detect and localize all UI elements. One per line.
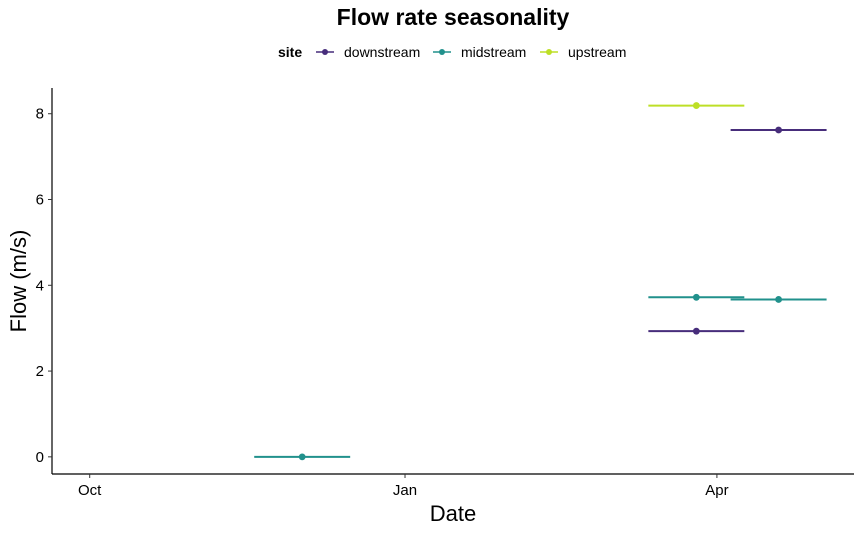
midstream-point xyxy=(775,296,782,303)
y-tick-label: 8 xyxy=(36,106,44,123)
legend-key-point xyxy=(546,49,552,55)
y-tick-label: 4 xyxy=(36,277,44,294)
y-tick-label: 2 xyxy=(36,363,44,380)
y-ticks: 0 2 4 6 8 xyxy=(36,106,52,466)
downstream-point xyxy=(692,327,700,335)
x-tick-label: Apr xyxy=(705,482,728,499)
y-axis-label: Flow (m/s) xyxy=(6,230,31,333)
chart-title: Flow rate seasonality xyxy=(337,4,570,30)
legend-label-midstream: midstream xyxy=(461,44,526,60)
midstream-point xyxy=(298,453,306,461)
midstream-point xyxy=(692,293,700,301)
x-tick-label: Oct xyxy=(78,482,102,499)
legend-title: site xyxy=(278,44,302,60)
legend: site downstream midstream upstream xyxy=(278,44,626,60)
x-tick-label: Jan xyxy=(393,482,417,499)
x-ticks: Oct Jan Apr xyxy=(78,474,729,499)
y-tick-label: 0 xyxy=(36,449,44,466)
y-tick-label: 6 xyxy=(36,192,44,209)
upstream-point xyxy=(692,102,700,109)
data-marks xyxy=(254,102,827,461)
x-axis-label: Date xyxy=(430,501,476,526)
legend-key-point xyxy=(322,49,328,55)
legend-key-point xyxy=(439,49,445,55)
legend-label-downstream: downstream xyxy=(344,44,420,60)
legend-label-upstream: upstream xyxy=(568,44,626,60)
downstream-point xyxy=(775,126,782,134)
